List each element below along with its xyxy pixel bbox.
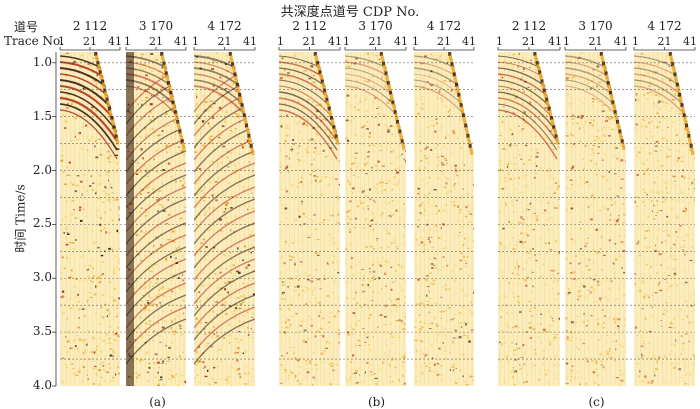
seismic-panel-3-3 [634, 52, 695, 386]
y-tick-label: 4.0 [32, 378, 52, 392]
panel-caption: (b) [367, 395, 386, 409]
trace-tick-label: 41 [328, 35, 342, 48]
cdp-label: 3 170 [138, 19, 174, 33]
trace-tick-label: 21 [83, 35, 97, 48]
trace-tick-label: 21 [522, 35, 536, 48]
cdp-label: 4 172 [207, 19, 242, 33]
trace-tick-label: 1 [192, 35, 199, 48]
seismic-panel-2-1 [279, 52, 340, 386]
y-tick-label: 1.5 [32, 108, 52, 123]
trace-tick-label: 1 [343, 35, 350, 48]
trace-tick-label: 21 [437, 35, 451, 48]
trace-tick-label: 21 [588, 35, 603, 48]
seismic-panel-1-3 [194, 52, 255, 386]
trace-tick-label: 1 [58, 35, 65, 48]
seismic-panel-1-1 [60, 52, 120, 386]
cdp-label: 3 170 [578, 19, 613, 33]
trace-tick-label: 41 [462, 35, 476, 48]
trace-label-en: Trace No. [4, 34, 64, 48]
cdp-label: 4 172 [426, 19, 462, 33]
panel-caption: (a) [149, 395, 166, 409]
trace-tick-label: 41 [683, 35, 697, 48]
trace-tick-label: 41 [394, 35, 408, 48]
trace-tick-label: 41 [108, 35, 122, 48]
y-tick-label: 2.5 [32, 216, 52, 231]
cdp-label: 2 112 [511, 19, 547, 33]
trace-tick-label: 21 [217, 35, 232, 48]
trace-tick-label: 41 [243, 35, 257, 48]
trace-tick-label: 1 [563, 35, 570, 48]
y-tick-label: 3.5 [32, 324, 52, 339]
trace-tick-label: 1 [496, 35, 503, 48]
trace-tick-label: 1 [412, 35, 419, 48]
trace-tick-label: 21 [368, 35, 383, 48]
y-tick-label: 3.0 [32, 270, 52, 285]
cdp-label: 3 170 [358, 19, 393, 33]
panel-caption: (c) [588, 395, 605, 409]
seismic-panel-3-1 [498, 52, 560, 386]
seismic-panel-1-2 [126, 52, 186, 386]
trace-tick-label: 21 [302, 35, 317, 48]
trace-tick-label: 21 [149, 35, 163, 48]
figure-title: 共深度点道号 CDP No. [280, 5, 420, 20]
cdp-label: 2 112 [292, 19, 327, 33]
trace-tick-label: 41 [174, 35, 188, 48]
seismic-panel-3-2 [565, 52, 626, 386]
trace-label-cn: 道号 [14, 20, 39, 34]
trace-tick-label: 1 [124, 35, 131, 48]
trace-tick-label: 21 [657, 35, 672, 48]
seismic-panel-2-2 [345, 52, 406, 386]
trace-tick-label: 1 [277, 35, 284, 48]
seismic-panel-2-3 [414, 52, 474, 386]
trace-tick-label: 1 [632, 35, 639, 48]
cdp-label: 2 112 [72, 19, 108, 33]
y-tick-label: 2.0 [32, 162, 52, 177]
cdp-label: 4 172 [647, 19, 682, 33]
trace-tick-label: 41 [614, 35, 628, 48]
trace-tick-label: 41 [548, 35, 562, 48]
y-tick-label: 1.0 [32, 54, 52, 69]
